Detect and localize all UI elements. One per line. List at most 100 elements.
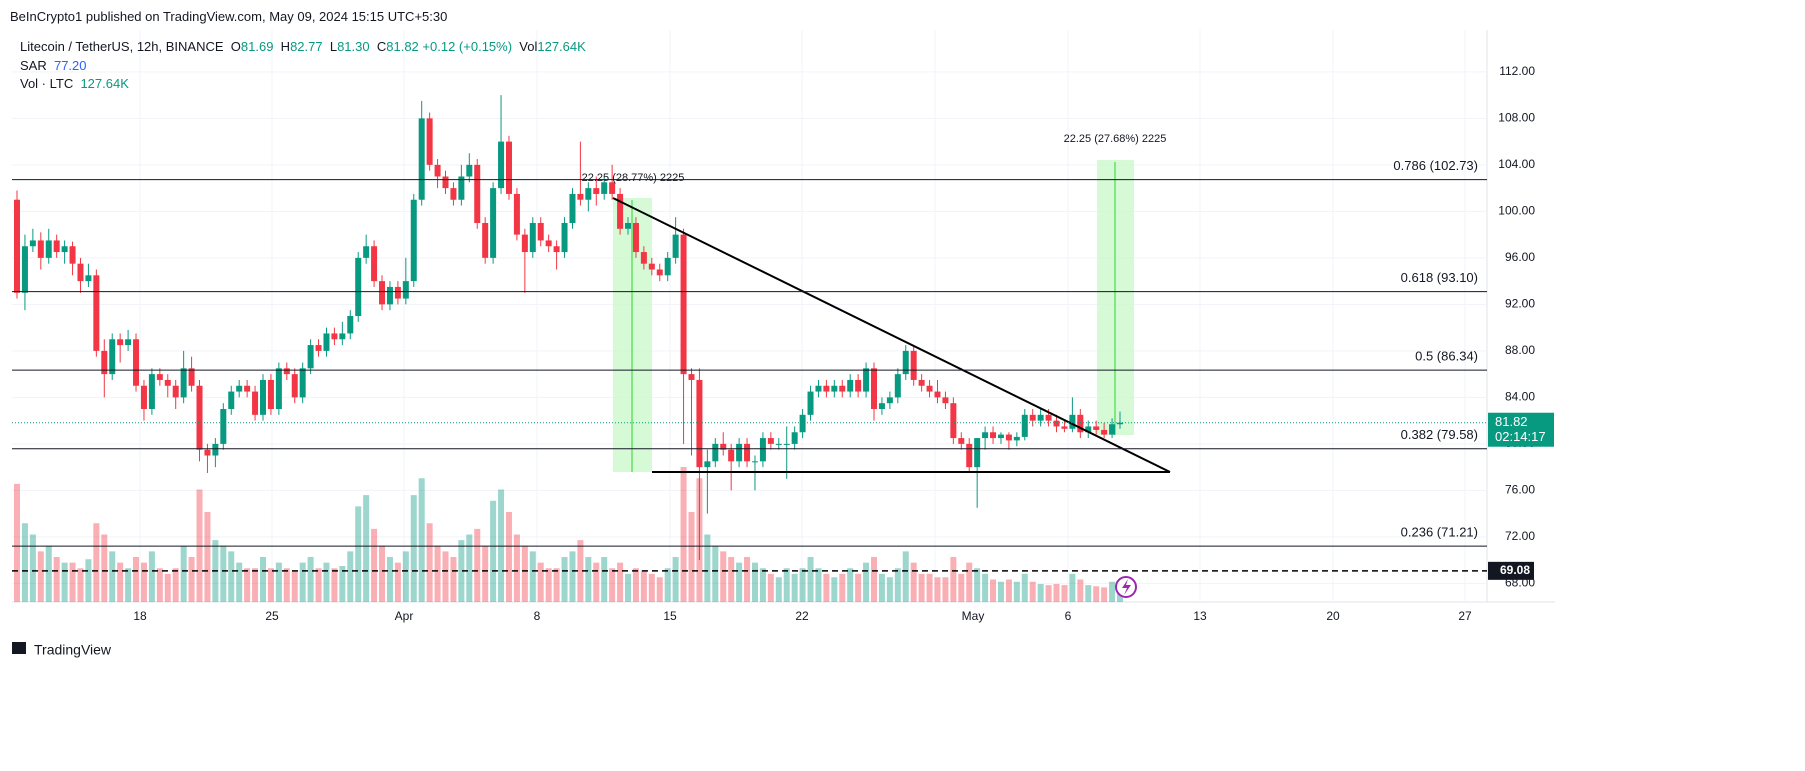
candle-body <box>212 443 219 456</box>
candle-body <box>871 368 878 410</box>
volume-bar <box>450 557 457 602</box>
volume-bar <box>148 551 155 602</box>
volume-bar <box>402 551 409 602</box>
candle-body <box>831 385 838 392</box>
candle-body <box>1077 414 1084 433</box>
volume-bar <box>1069 573 1076 602</box>
candle-body <box>434 164 441 177</box>
candle-body <box>553 246 560 253</box>
candle-body <box>307 345 314 369</box>
candle-body <box>918 379 925 386</box>
volume-bar <box>1045 585 1052 602</box>
volume-bar <box>299 562 306 602</box>
candle-body <box>490 188 497 258</box>
candles-layer <box>14 95 1123 561</box>
candle-body <box>85 275 92 282</box>
candle-body <box>990 432 997 439</box>
candle-body <box>648 263 655 270</box>
candle-body <box>513 193 520 235</box>
volume-bar <box>847 568 854 602</box>
candle-body <box>815 385 822 392</box>
vol-ltc-label: Vol · LTC <box>20 76 74 91</box>
volume-bar <box>990 579 997 602</box>
candle-body <box>561 222 568 253</box>
candle-body <box>736 443 743 462</box>
volume-bar <box>902 551 909 602</box>
candle-body <box>720 443 727 450</box>
volume-bar <box>244 568 251 602</box>
x-tick-label: 6 <box>1065 609 1072 623</box>
candle-body <box>188 368 195 386</box>
candle-body <box>172 385 179 398</box>
volume-bar <box>593 562 600 602</box>
l-label: L <box>329 39 338 54</box>
measure-label: 22.25 (27.68%) 2225 <box>1064 133 1167 145</box>
volume-bar <box>347 551 354 602</box>
x-tick-label: 25 <box>265 609 279 623</box>
candle-body <box>339 333 346 340</box>
candle-body <box>117 339 124 346</box>
vol-label: Vol <box>519 39 538 54</box>
volume-bar <box>974 568 981 602</box>
volume-bar <box>37 551 44 602</box>
volume-bar <box>855 573 862 602</box>
candle-body <box>982 432 989 439</box>
y-tick-label: 100.00 <box>1498 204 1535 218</box>
fib-label: 0.236 (71.21) <box>1401 525 1478 540</box>
volume-bar <box>878 573 885 602</box>
candle-body <box>236 385 243 392</box>
candle-body <box>450 188 457 200</box>
volume-bar <box>259 557 266 602</box>
candle-body <box>1029 414 1036 421</box>
candle-body <box>77 263 84 282</box>
candle-body <box>712 443 719 462</box>
x-tick-label: 20 <box>1326 609 1340 623</box>
volume-bar <box>617 562 624 602</box>
volume-bar <box>632 568 639 602</box>
volume-bar <box>53 557 60 602</box>
candle-body <box>402 281 409 299</box>
volume-bar <box>561 557 568 602</box>
h-value: 82.77 <box>290 39 323 54</box>
volume-bar <box>252 568 259 602</box>
x-tick-label: Apr <box>395 609 414 623</box>
volume-bar <box>601 557 608 602</box>
candle-body <box>259 379 266 415</box>
candle-body <box>426 118 433 165</box>
volume-bar <box>664 568 671 602</box>
trend-line <box>612 197 1171 473</box>
volume-bar <box>704 534 711 602</box>
candle-body <box>823 385 830 392</box>
candle-body <box>355 257 362 316</box>
volume-bar <box>529 551 536 602</box>
volume-bar <box>275 562 282 602</box>
candle-body <box>386 286 393 305</box>
candle-body <box>601 182 608 194</box>
y-tick-label: 76.00 <box>1505 483 1535 497</box>
candle-body <box>228 391 235 410</box>
x-tick-label: 18 <box>133 609 147 623</box>
volume-bar <box>505 512 512 602</box>
candle-body <box>140 385 147 410</box>
candle-body <box>394 286 401 299</box>
candle-body <box>1117 422 1123 425</box>
volume-bar <box>720 551 727 602</box>
candle-body <box>593 188 600 194</box>
candle-body <box>902 350 909 375</box>
volume-bar <box>609 568 616 602</box>
x-tick-label: 27 <box>1458 609 1472 623</box>
candle-body <box>474 164 481 223</box>
last-price-box <box>1488 412 1554 447</box>
candle-body <box>61 246 68 253</box>
volume-bar <box>228 551 235 602</box>
candle-body <box>125 339 132 346</box>
candle-body <box>156 374 163 380</box>
candle-body <box>164 379 171 386</box>
volume-bar <box>728 557 735 602</box>
volume-bar <box>156 568 163 602</box>
candle-body <box>704 461 711 468</box>
candle-body <box>640 252 647 264</box>
candle-body <box>545 240 552 247</box>
